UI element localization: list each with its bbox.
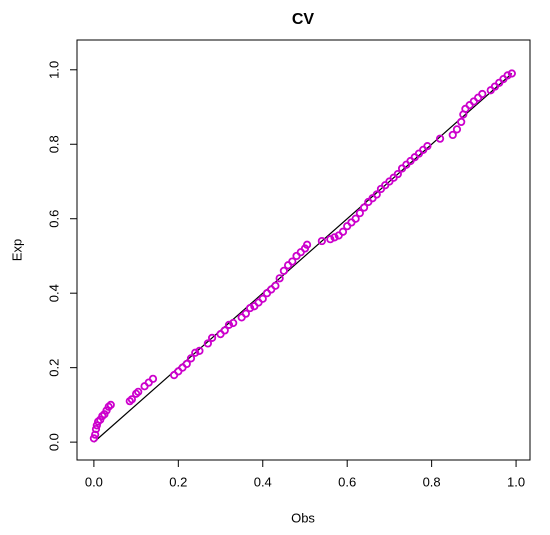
point [372, 190, 381, 199]
x-tick-label: 0.4 [254, 474, 272, 489]
point [452, 125, 462, 134]
point [317, 236, 326, 246]
point [92, 421, 101, 430]
point [435, 134, 445, 143]
point [106, 400, 115, 409]
point [224, 320, 234, 329]
x-axis-label: Obs [291, 510, 315, 525]
point [359, 203, 369, 212]
point [203, 339, 212, 348]
point [326, 235, 335, 244]
point [127, 395, 136, 404]
point [275, 274, 284, 283]
x-tick-label: 0.0 [85, 474, 103, 489]
point [271, 281, 280, 290]
point [258, 294, 267, 303]
point [195, 346, 204, 356]
x-tick-label: 1.0 [507, 474, 525, 489]
point [423, 142, 432, 151]
point [393, 169, 402, 179]
reference-line [93, 73, 513, 443]
point [207, 333, 217, 342]
point [448, 130, 457, 140]
point [288, 257, 297, 266]
y-tick-label: 0.6 [46, 210, 61, 228]
x-tick-label: 0.6 [338, 474, 356, 489]
y-tick-label: 0.8 [46, 135, 61, 153]
point [279, 266, 288, 275]
point [91, 424, 101, 434]
point [241, 309, 250, 318]
point [134, 387, 143, 396]
point [302, 240, 312, 249]
y-tick-label: 0.0 [46, 433, 61, 451]
point [186, 354, 196, 363]
point [507, 69, 516, 78]
point [182, 359, 191, 369]
point [355, 209, 364, 218]
point [330, 233, 339, 242]
point [148, 374, 158, 383]
y-axis-label: Exp [9, 239, 24, 261]
x-tick-label: 0.2 [169, 474, 187, 489]
point [351, 214, 360, 223]
y-tick-label: 0.2 [46, 359, 61, 377]
point [457, 117, 466, 127]
point [503, 71, 512, 80]
plot-frame [76, 39, 531, 461]
point [191, 348, 200, 357]
chart-title: CV [292, 11, 315, 28]
point [245, 303, 255, 313]
y-tick-label: 1.0 [46, 61, 61, 79]
point [89, 434, 98, 443]
point [229, 318, 238, 328]
point [220, 326, 229, 335]
x-tick-label: 0.8 [423, 474, 441, 489]
y-tick-label: 0.4 [46, 284, 61, 302]
point [338, 227, 348, 236]
point [478, 89, 487, 99]
